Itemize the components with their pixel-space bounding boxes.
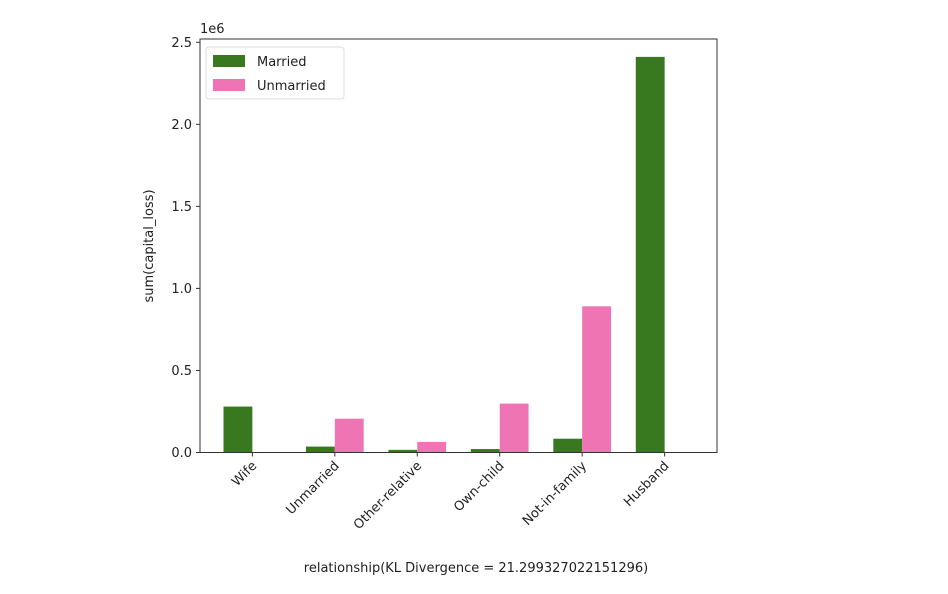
x-tick-label: Unmarried bbox=[283, 459, 342, 518]
bar-unmarried-own-child bbox=[499, 403, 529, 453]
bar-married-wife bbox=[223, 406, 253, 453]
bar-unmarried-not-in-family bbox=[582, 306, 612, 453]
legend-label-married: Married bbox=[257, 55, 307, 70]
y-tick-label: 0.0 bbox=[171, 446, 192, 461]
y-axis-label: sum(capital_loss) bbox=[142, 189, 157, 302]
y-tick-label: 1.5 bbox=[171, 200, 192, 215]
legend-swatch-married bbox=[213, 55, 245, 67]
y-offset-label: 1e6 bbox=[200, 22, 225, 37]
bar-married-unmarried bbox=[305, 446, 335, 453]
bar-married-not-in-family bbox=[553, 438, 583, 453]
y-tick-label: 0.5 bbox=[171, 364, 192, 379]
legend-swatch-unmarried bbox=[213, 79, 245, 91]
bar-unmarried-other-relative bbox=[417, 441, 447, 453]
x-tick-label: Own-child bbox=[451, 459, 507, 515]
bar-married-husband bbox=[635, 56, 665, 453]
legend-label-unmarried: Unmarried bbox=[257, 79, 326, 94]
x-tick-label: Wife bbox=[229, 459, 260, 490]
y-tick-label: 1.0 bbox=[171, 282, 192, 297]
y-tick-label: 2.5 bbox=[171, 36, 192, 51]
x-axis-label: relationship(KL Divergence = 21.29932702… bbox=[304, 561, 648, 576]
bar-married-other-relative bbox=[388, 449, 418, 453]
bar-married-own-child bbox=[470, 449, 500, 453]
y-tick-label: 2.0 bbox=[171, 118, 192, 133]
legend: Married Unmarried bbox=[205, 46, 345, 100]
x-tick-label: Other-relative bbox=[351, 459, 425, 533]
x-tick-label: Husband bbox=[621, 459, 672, 510]
x-tick-label: Not-in-family bbox=[520, 459, 590, 529]
plot-frame bbox=[199, 38, 718, 453]
bar-unmarried-unmarried bbox=[334, 418, 364, 453]
